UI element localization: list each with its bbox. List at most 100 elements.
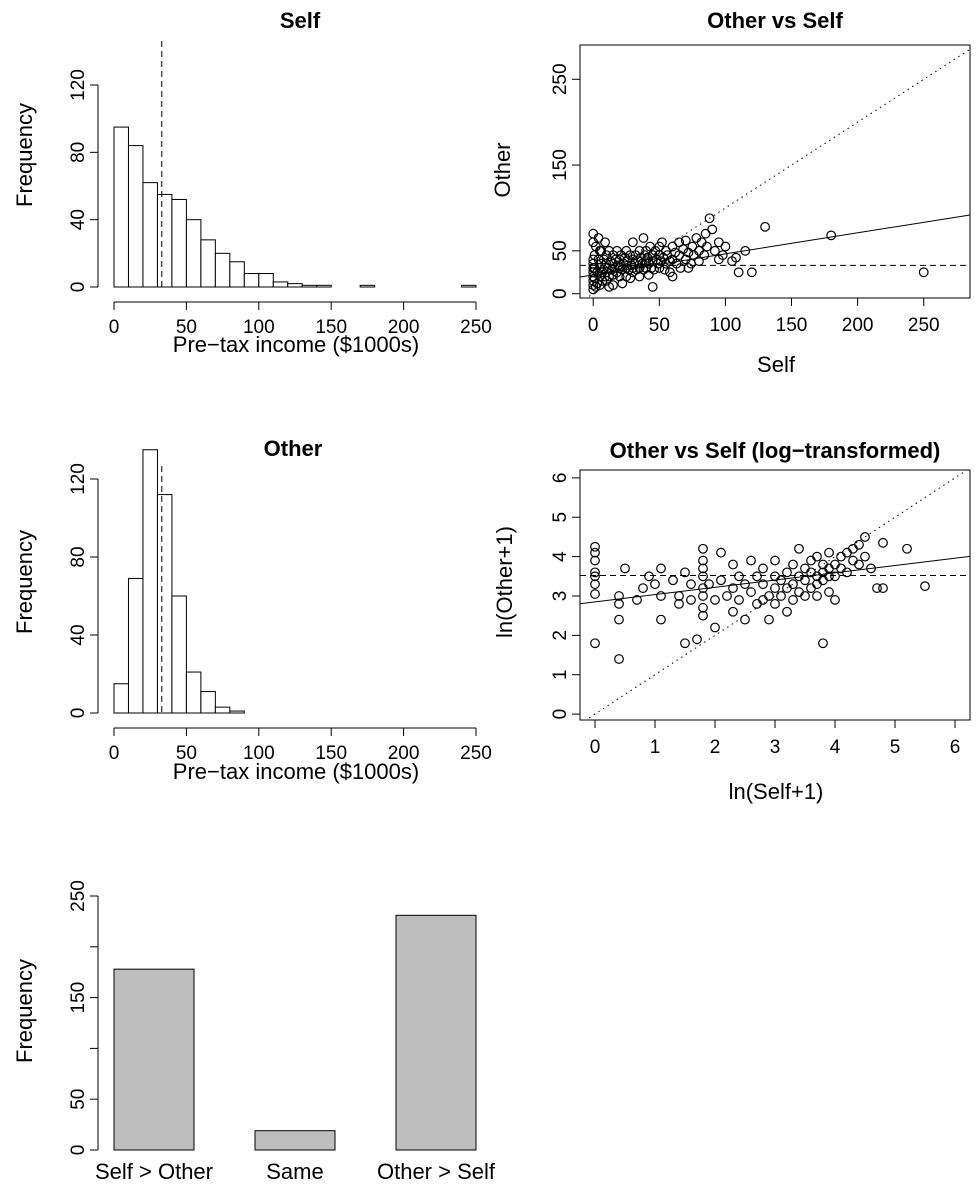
data-point bbox=[686, 579, 696, 590]
x-tick-label: 100 bbox=[243, 317, 275, 338]
data-point bbox=[800, 563, 810, 574]
panel-hist-self: Self Pre−tax income ($1000s) Frequency 0… bbox=[12, 8, 492, 357]
plot-content bbox=[580, 48, 970, 298]
data-point bbox=[770, 571, 780, 582]
data-point bbox=[627, 237, 638, 248]
x-tick-label: 0 bbox=[588, 315, 599, 336]
data-point bbox=[698, 591, 708, 601]
data-point bbox=[717, 250, 728, 261]
x-tick-label: 100 bbox=[710, 315, 742, 336]
data-point bbox=[642, 252, 653, 263]
data-point bbox=[920, 581, 930, 592]
data-point bbox=[625, 273, 636, 284]
y-axis-label: Other bbox=[490, 142, 515, 197]
data-point bbox=[614, 591, 624, 601]
data-point bbox=[854, 559, 864, 570]
plot-content bbox=[580, 470, 970, 720]
data-point bbox=[830, 571, 840, 582]
data-point bbox=[770, 555, 780, 566]
y-tick-label: 3 bbox=[550, 591, 571, 602]
data-point bbox=[694, 256, 704, 267]
data-point bbox=[698, 563, 708, 574]
data-point bbox=[644, 571, 654, 582]
y-tick-label: 120 bbox=[68, 69, 89, 101]
plot-area: 0 50 100 150 200 250 0 40 80 120 bbox=[68, 449, 492, 764]
histogram-bar bbox=[156, 494, 173, 714]
data-point bbox=[720, 241, 731, 252]
data-point bbox=[590, 579, 600, 590]
data-point bbox=[854, 539, 864, 550]
identity-line bbox=[585, 470, 968, 720]
y-tick-label: 0 bbox=[550, 288, 571, 299]
data-point bbox=[614, 271, 625, 282]
data-point bbox=[674, 598, 684, 609]
x-tick-label: 0 bbox=[590, 737, 601, 758]
bar-self-other bbox=[113, 968, 195, 1151]
x-tick-label: 50 bbox=[176, 317, 197, 338]
data-point bbox=[590, 571, 600, 582]
data-point bbox=[590, 555, 600, 566]
data-point bbox=[836, 551, 846, 562]
data-point bbox=[764, 614, 774, 625]
histogram-bar bbox=[214, 252, 231, 288]
x-tick-label: 250 bbox=[460, 743, 492, 764]
data-point bbox=[709, 245, 720, 256]
histogram-bar bbox=[461, 284, 477, 288]
data-point bbox=[664, 256, 675, 267]
data-point bbox=[656, 591, 666, 601]
data-point bbox=[638, 583, 648, 594]
data-point bbox=[824, 571, 834, 582]
data-point bbox=[680, 638, 690, 649]
x-tick-label: 100 bbox=[243, 743, 275, 764]
plot-area: 0 1 2 3 4 5 6 0 1 2 3 4 5 6 bbox=[550, 469, 971, 758]
data-point bbox=[788, 595, 798, 605]
y-tick-label: 150 bbox=[550, 149, 571, 181]
histogram-bar bbox=[287, 283, 303, 288]
data-point bbox=[692, 634, 702, 645]
data-point bbox=[746, 555, 756, 566]
panel-scatter-raw: Other vs Self Self Other 0 50 100 150 200 250… bbox=[490, 8, 971, 377]
data-point bbox=[734, 595, 744, 605]
data-point bbox=[800, 591, 810, 601]
y-tick-label: 4 bbox=[550, 551, 571, 562]
data-point bbox=[728, 606, 738, 617]
y-tick-label: 0 bbox=[550, 709, 571, 720]
x-tick-label: 3 bbox=[770, 737, 781, 758]
data-point bbox=[758, 579, 768, 590]
data-point bbox=[604, 281, 614, 292]
data-point bbox=[764, 591, 774, 601]
data-point bbox=[702, 241, 712, 252]
data-point bbox=[683, 263, 694, 273]
data-point bbox=[614, 598, 624, 609]
data-point bbox=[733, 267, 744, 278]
x-tick-label: 200 bbox=[388, 317, 420, 338]
y-tick-label: 0 bbox=[68, 1145, 89, 1156]
category-label: Self > Other bbox=[95, 1159, 213, 1184]
data-point bbox=[710, 622, 720, 633]
data-point bbox=[760, 221, 770, 232]
histogram-bar bbox=[272, 281, 289, 288]
panel-scatter-log: Other vs Self (log−transformed) ln(Self+… bbox=[492, 438, 971, 804]
category-label: Same bbox=[266, 1159, 323, 1184]
data-point bbox=[848, 555, 858, 566]
x-tick-label: 150 bbox=[315, 317, 347, 338]
data-point bbox=[657, 237, 667, 248]
y-tick-label: 80 bbox=[68, 142, 89, 163]
y-axis-label: Frequency bbox=[12, 959, 37, 1063]
histogram-bar bbox=[200, 239, 216, 288]
histogram-bar bbox=[127, 145, 144, 288]
data-point bbox=[918, 267, 929, 278]
data-point bbox=[678, 244, 689, 255]
histogram-bar bbox=[229, 710, 245, 714]
data-point bbox=[590, 567, 600, 578]
data-point bbox=[698, 543, 708, 554]
data-point bbox=[902, 543, 912, 554]
data-point bbox=[638, 233, 649, 243]
histogram-bar bbox=[359, 284, 376, 288]
x-tick-label: 200 bbox=[388, 743, 420, 764]
y-axis-label: Frequency bbox=[12, 530, 37, 634]
data-point bbox=[674, 591, 684, 601]
data-point bbox=[594, 245, 605, 256]
data-point bbox=[842, 567, 852, 578]
